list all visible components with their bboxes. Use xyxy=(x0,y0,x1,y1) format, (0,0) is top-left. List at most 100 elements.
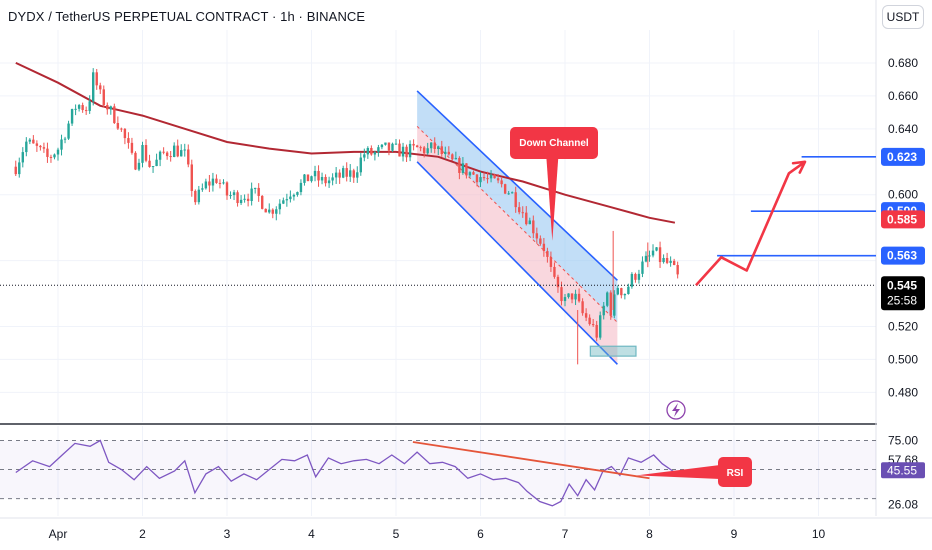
candle-body xyxy=(127,138,130,143)
candle-body xyxy=(106,105,109,110)
x-tick-label: 10 xyxy=(812,527,826,541)
y-tick-label: 0.640 xyxy=(888,122,918,136)
candle-body xyxy=(208,181,211,186)
candle-body xyxy=(408,143,412,158)
down-channel-label: Down Channel xyxy=(519,138,589,149)
channel-lower-line xyxy=(416,161,618,365)
candle-body xyxy=(370,147,373,155)
candle-body xyxy=(46,148,49,157)
candle-body xyxy=(130,142,134,153)
down-channel-pointer xyxy=(546,157,559,241)
axis-background xyxy=(877,0,932,550)
candle-body xyxy=(620,288,623,296)
candle-body xyxy=(338,172,341,178)
rsi-trend-line xyxy=(412,441,650,480)
price-tag-label: 0.623 xyxy=(887,150,917,164)
x-tick-label: 7 xyxy=(562,527,569,541)
candle-body xyxy=(359,157,362,173)
candle-body xyxy=(412,143,415,146)
candle-body xyxy=(14,166,17,175)
candle-body xyxy=(180,150,183,157)
candle-body xyxy=(197,189,201,203)
projection-line xyxy=(695,160,806,287)
candle-body xyxy=(454,157,458,160)
candle-body xyxy=(394,143,398,145)
candle-body xyxy=(528,220,531,225)
y-tick-label: 0.500 xyxy=(888,352,918,366)
time-axis-background xyxy=(0,518,932,550)
candle-body xyxy=(169,156,172,158)
candle-body xyxy=(451,154,454,160)
candle-body xyxy=(306,174,310,182)
candle-body xyxy=(77,105,81,109)
current-price-label: 0.545 xyxy=(887,278,917,292)
candle-body xyxy=(542,243,546,252)
candle-body xyxy=(356,172,359,178)
candle-body xyxy=(595,324,598,338)
candle-body xyxy=(95,72,98,86)
candle-body xyxy=(655,247,658,251)
candle-body xyxy=(482,177,486,179)
candle-body xyxy=(405,146,408,158)
candle-body xyxy=(623,293,627,296)
candle-body xyxy=(113,106,116,124)
candle-body xyxy=(18,162,21,175)
x-tick-label: 5 xyxy=(393,527,400,541)
candle-body xyxy=(630,273,634,287)
candle-body xyxy=(634,273,637,280)
candle-body xyxy=(257,187,260,196)
candle-body xyxy=(74,108,77,110)
candle-body xyxy=(377,147,380,153)
candle-body xyxy=(176,145,179,157)
candle-body xyxy=(278,203,282,210)
candle-body xyxy=(433,142,436,149)
candle-body xyxy=(123,128,127,139)
channel-midline xyxy=(416,125,618,323)
main-grid xyxy=(0,0,932,516)
candle-body xyxy=(669,260,672,263)
candle-body xyxy=(49,156,53,158)
candle-body xyxy=(116,123,120,129)
candle-body xyxy=(525,212,528,225)
x-tick-label: 6 xyxy=(477,527,484,541)
candle-body xyxy=(391,143,394,151)
candle-body xyxy=(373,152,377,155)
candle-body xyxy=(556,276,560,288)
candle-body xyxy=(158,151,162,160)
candle-body xyxy=(232,192,236,196)
projection-path xyxy=(695,160,807,287)
x-tick-label: 8 xyxy=(646,527,653,541)
candle-body xyxy=(155,159,158,167)
candle-body xyxy=(549,256,553,267)
candle-body xyxy=(503,184,507,194)
time-axis: Apr 2 3 4 5 6 7 8 9 10 xyxy=(0,517,932,550)
y-tick-label: 0.480 xyxy=(888,385,918,399)
candle-body xyxy=(317,170,320,181)
candle-body xyxy=(35,143,39,146)
candle-body xyxy=(134,152,137,170)
callouts: Down Channel RSI xyxy=(510,127,752,487)
price-tag xyxy=(881,147,925,166)
candle-body xyxy=(60,139,63,150)
candle-body xyxy=(141,145,144,163)
candle-body xyxy=(352,170,355,178)
candle-body xyxy=(401,146,405,157)
price-tag xyxy=(881,210,925,229)
rsi-indicator xyxy=(15,439,676,507)
candle-body xyxy=(345,168,348,177)
candle-body xyxy=(430,142,433,149)
candle-body xyxy=(261,195,264,209)
candle-body xyxy=(627,286,630,294)
candle-body xyxy=(514,192,517,208)
candlesticks xyxy=(0,68,876,365)
candle-body xyxy=(521,212,524,214)
candle-body xyxy=(458,157,461,173)
currency-selector[interactable]: USDT xyxy=(882,5,924,29)
candle-body xyxy=(398,143,401,157)
candle-body xyxy=(349,170,352,177)
candle-body xyxy=(602,305,605,316)
candle-body xyxy=(324,177,327,184)
candle-body xyxy=(606,292,609,306)
candle-body xyxy=(472,172,475,175)
candle-body xyxy=(363,154,366,158)
